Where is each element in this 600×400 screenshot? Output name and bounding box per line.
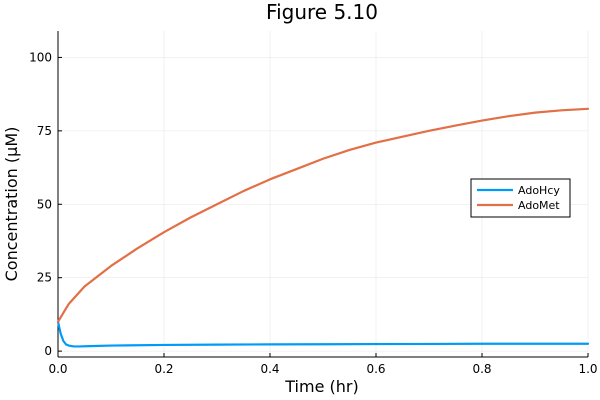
legend-label-adomet: AdoMet [518,199,560,212]
axes: 0.0 0.2 0.4 0.6 0.8 1.0 0 25 50 75 100 [29,31,598,376]
x-tick-label: 0.4 [260,362,279,376]
y-axis-title: Concentration (µM) [2,127,21,282]
x-tick-label: 0.6 [366,362,385,376]
y-tick-label: 25 [37,271,52,285]
series-line-adohcy [56,320,590,348]
y-tick-label: 100 [29,50,52,64]
series-line-adomet [56,107,590,323]
legend-label-adohcy: AdoHcy [518,184,560,197]
y-tick-label: 75 [37,124,52,138]
y-tick-label: 0 [44,344,52,358]
x-tick-label: 1.0 [578,362,597,376]
x-tick-label: 0.8 [472,362,491,376]
x-tick-label: 0.2 [154,362,173,376]
legend: AdoHcy AdoMet [470,178,571,218]
x-tick-label: 0.0 [48,362,67,376]
series [56,107,590,348]
chart-title: Figure 5.10 [266,0,378,24]
y-tick-label: 50 [37,197,52,211]
x-axis-title: Time (hr) [284,377,358,396]
legend-box [470,178,571,218]
